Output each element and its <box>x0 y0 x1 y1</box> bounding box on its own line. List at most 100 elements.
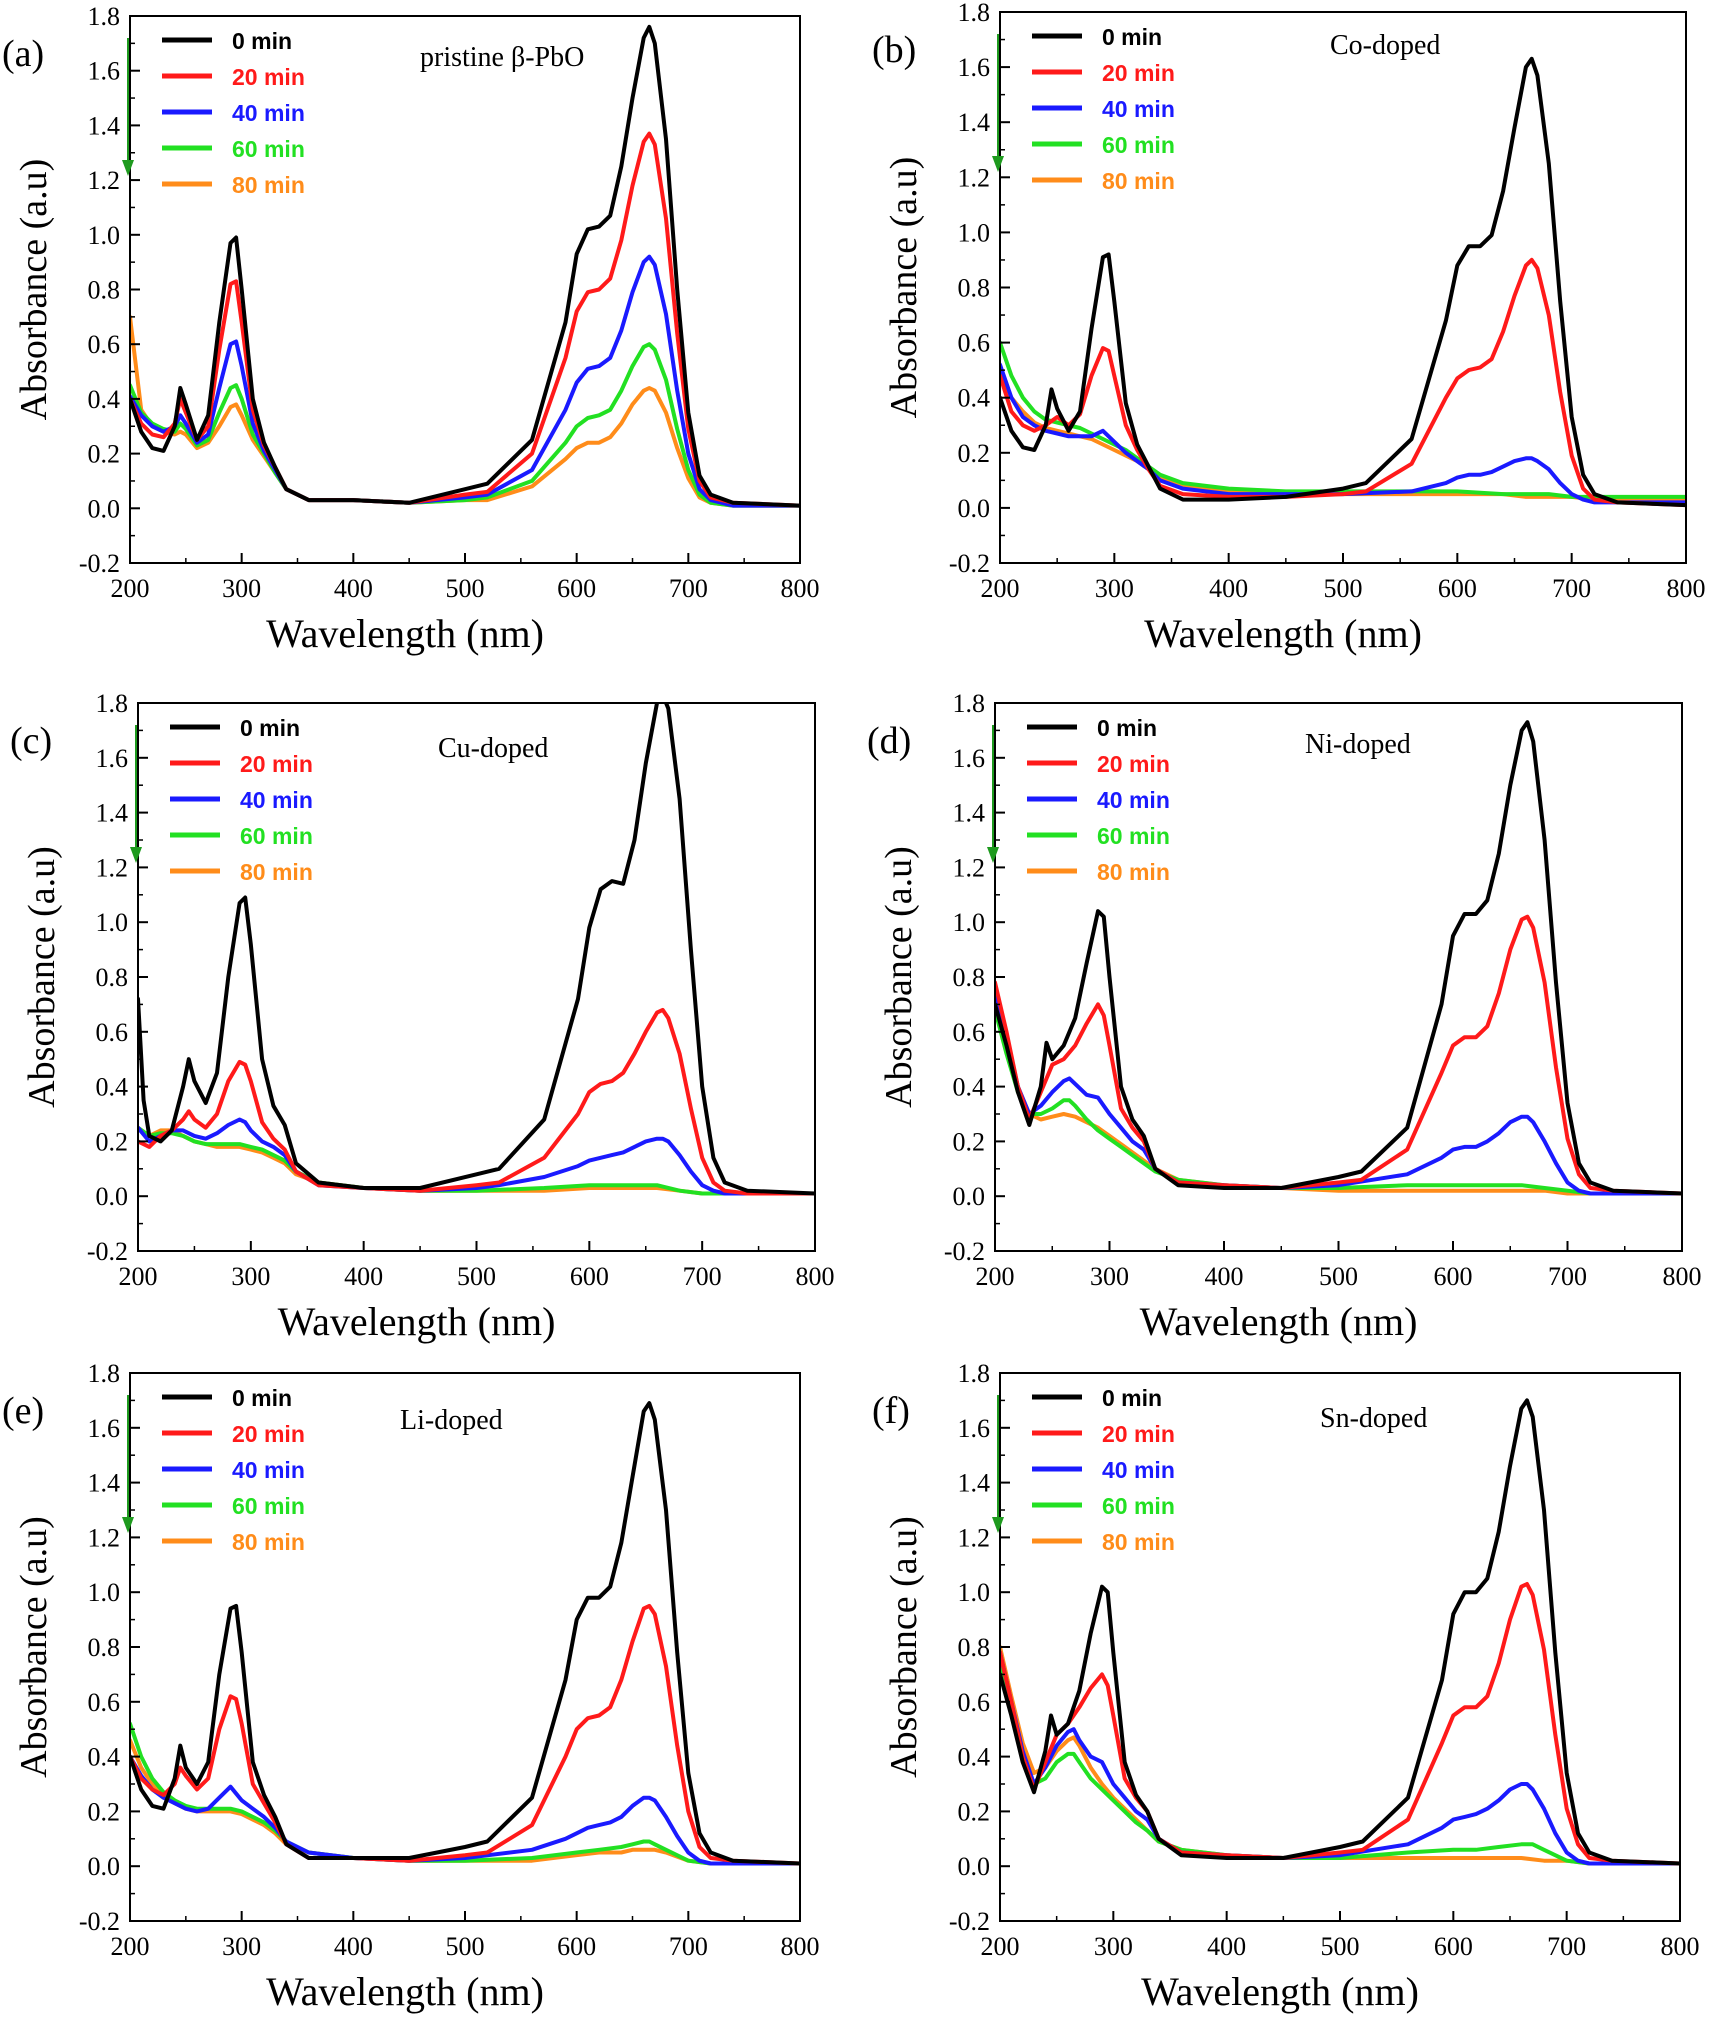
y-tick-label: 0.4 <box>953 1073 986 1102</box>
legend-label: 80 min <box>1097 859 1170 885</box>
series-line-2 <box>1000 362 1686 505</box>
panel-label: (a) <box>2 33 44 75</box>
y-tick-label: 1.2 <box>88 1523 121 1552</box>
x-tick-label: 400 <box>334 1932 373 1961</box>
y-tick-label: 1.8 <box>88 1359 121 1388</box>
panel-e: 200 300 400 500 600 700 800 -0.2 0.0 0.2 0.4 0.6 0.8… <box>2 1359 820 2014</box>
y-tick-label: -0.2 <box>79 549 120 578</box>
y-tick-label: 0.8 <box>88 1633 121 1662</box>
x-tick-label: 300 <box>231 1262 270 1291</box>
x-tick-label: 600 <box>1438 574 1477 603</box>
x-tick-label: 200 <box>119 1262 158 1291</box>
y-tick-label: 0.8 <box>958 1633 991 1662</box>
y-tick-label: 0.6 <box>96 1018 129 1047</box>
x-axis-label: Wavelength (nm) <box>1144 611 1422 656</box>
y-tick-label: 1.6 <box>96 744 129 773</box>
series-line-3 <box>1000 1658 1680 1866</box>
y-tick-label: 1.0 <box>88 221 121 250</box>
x-tick-label: 600 <box>557 1932 596 1961</box>
y-tick-label: 0.4 <box>88 1743 121 1772</box>
x-axis-label: Wavelength (nm) <box>1141 1969 1419 2014</box>
panel-a: 200 300 400 500 600 700 800 -0.2 0.0 0.2 0.4 0.6 0.8… <box>2 2 820 656</box>
y-tick-label: 1.4 <box>958 1469 991 1498</box>
y-tick-label: -0.2 <box>949 549 990 578</box>
x-tick-label: 700 <box>669 1932 708 1961</box>
legend-label: 40 min <box>1102 96 1175 122</box>
x-tick-label: 400 <box>1209 574 1248 603</box>
legend-label: 80 min <box>232 172 305 198</box>
panel-b: 200 300 400 500 600 700 800 -0.2 0.0 0.2 0.4 0.6 0.8… <box>872 0 1706 656</box>
x-tick-label: 500 <box>1321 1932 1360 1961</box>
series-lines <box>995 720 1682 1196</box>
x-tick-label: 700 <box>1547 1932 1586 1961</box>
y-tick-label: 0.0 <box>88 1852 121 1881</box>
series-lines <box>138 703 815 1196</box>
series-line-0 <box>1000 1398 1680 1866</box>
y-tick-label: 1.6 <box>958 1414 991 1443</box>
x-tick-label: 700 <box>683 1262 722 1291</box>
y-tick-label: 0.6 <box>88 330 121 359</box>
y-tick-label: 0.6 <box>958 1688 991 1717</box>
y-tick-label: 0.2 <box>96 1127 129 1156</box>
x-tick-label: 300 <box>1094 1932 1133 1961</box>
x-tick-label: 400 <box>1205 1262 1244 1291</box>
x-tick-label: 500 <box>446 1932 485 1961</box>
panel-title: Ni-doped <box>1305 729 1411 760</box>
panel-title: pristine β-PbO <box>420 42 584 73</box>
x-tick-label: 300 <box>222 574 261 603</box>
legend-label: 20 min <box>232 64 305 90</box>
plot-frame <box>129 1372 801 1922</box>
legend-label: 80 min <box>240 859 313 885</box>
series-line-3 <box>995 1007 1682 1196</box>
series-line-1 <box>130 1603 800 1866</box>
legend-label: 80 min <box>1102 1529 1175 1555</box>
legend-label: 40 min <box>240 787 313 813</box>
trend-arrow-head <box>992 156 1004 172</box>
y-tick-label: 0.0 <box>953 1182 986 1211</box>
y-tick-label: 0.4 <box>96 1073 129 1102</box>
y-tick-label: 1.4 <box>88 111 121 140</box>
legend-label: 60 min <box>232 136 305 162</box>
y-tick-label: 1.6 <box>953 744 986 773</box>
x-tick-label: 500 <box>457 1262 496 1291</box>
x-tick-label: 300 <box>222 1932 261 1961</box>
y-tick-label: 0.4 <box>958 384 991 413</box>
trend-arrow-head <box>130 847 142 863</box>
series-line-1 <box>138 1007 815 1196</box>
legend-label: 80 min <box>1102 168 1175 194</box>
x-tick-label: 800 <box>1667 574 1706 603</box>
y-tick-label: -0.2 <box>949 1907 990 1936</box>
series-lines <box>130 1401 800 1866</box>
legend-label: 0 min <box>240 715 300 741</box>
y-tick-label: 1.0 <box>88 1578 121 1607</box>
legend-label: 20 min <box>1102 60 1175 86</box>
panel-title: Li-doped <box>400 1405 503 1436</box>
legend-label: 20 min <box>1097 751 1170 777</box>
panel-label: (f) <box>872 1390 910 1432</box>
x-tick-label: 800 <box>1663 1262 1702 1291</box>
series-line-1 <box>995 914 1682 1196</box>
x-tick-label: 500 <box>1324 574 1363 603</box>
panel-label: (d) <box>867 720 911 762</box>
series-line-0 <box>130 24 800 508</box>
trend-arrow-head <box>122 160 134 176</box>
y-tick-label: 1.4 <box>958 108 991 137</box>
legend-label: 20 min <box>1102 1421 1175 1447</box>
x-tick-label: 300 <box>1095 574 1134 603</box>
panel-title: Co-doped <box>1330 30 1440 61</box>
x-tick-label: 800 <box>781 574 820 603</box>
x-tick-label: 500 <box>1319 1262 1358 1291</box>
x-tick-label: 600 <box>570 1262 609 1291</box>
panel-title: Sn-doped <box>1320 1403 1427 1434</box>
x-axis-label: Wavelength (nm) <box>278 1299 556 1344</box>
y-tick-label: 0.0 <box>88 494 121 523</box>
legend-label: 40 min <box>232 1457 305 1483</box>
x-tick-label: 700 <box>1548 1262 1587 1291</box>
y-tick-label: 1.0 <box>958 218 991 247</box>
y-tick-label: 1.4 <box>96 799 129 828</box>
legend-label: 40 min <box>1102 1457 1175 1483</box>
y-tick-label: 1.6 <box>88 1414 121 1443</box>
y-tick-label: 1.8 <box>953 689 986 718</box>
series-line-0 <box>1000 56 1686 508</box>
